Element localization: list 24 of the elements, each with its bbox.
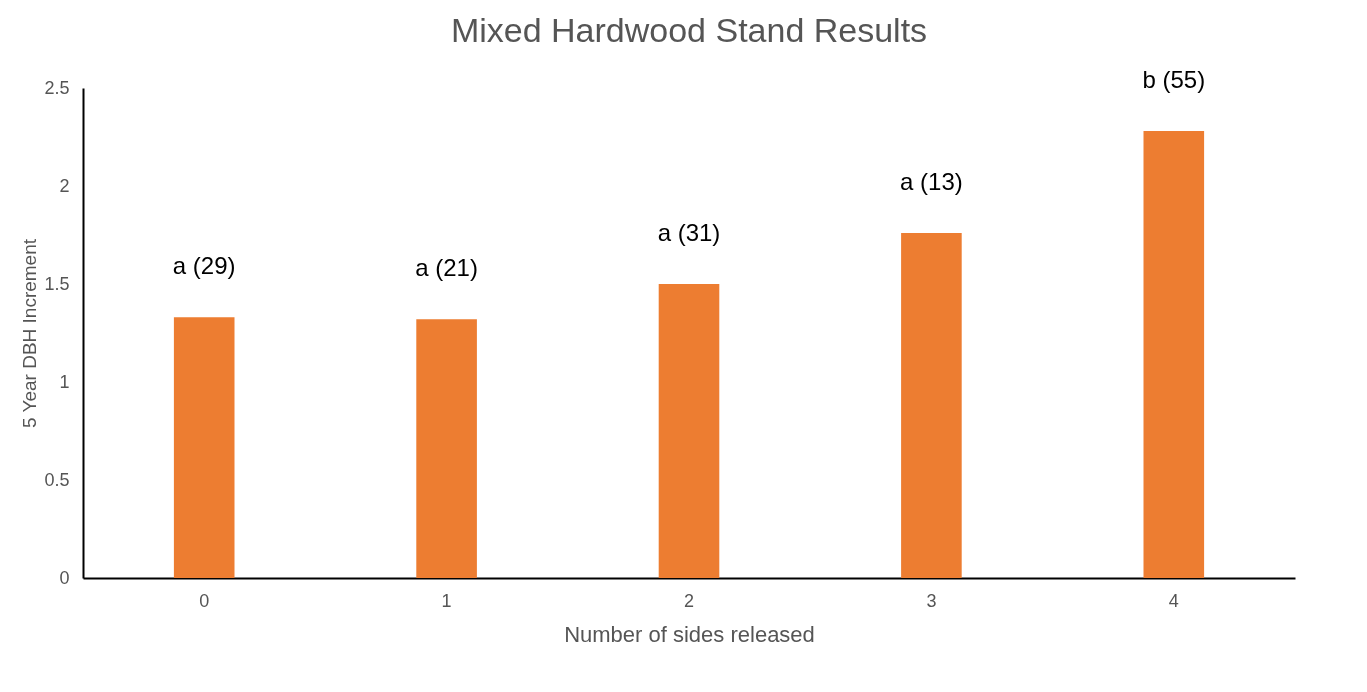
bar: [1143, 131, 1205, 578]
annotation: b (55): [1142, 66, 1206, 94]
chart-title: Mixed Hardwood Stand Results: [450, 11, 928, 50]
x-tick-label: 3: [926, 590, 937, 611]
annotation: a (31): [657, 219, 721, 246]
x-tick-label: 1: [441, 590, 452, 611]
y-tick-label: 2: [59, 175, 70, 196]
x-axis-title: Number of sides released: [564, 621, 815, 647]
x-tick-label: 2: [683, 590, 695, 611]
annotation: a (13): [900, 168, 963, 196]
bar: [173, 317, 235, 578]
y-axis-title: 5 Year DBH Increment: [19, 238, 41, 429]
y-tick-label: 2.5: [44, 77, 70, 98]
y-tick-label: 1.5: [44, 273, 70, 294]
x-tick-label: 4: [1168, 590, 1179, 611]
y-tick-label: 0.5: [44, 469, 70, 490]
annotation: a (21): [415, 254, 478, 282]
y-tick-label: 0: [59, 567, 70, 588]
x-tick-label: 0: [199, 590, 210, 611]
bar: [416, 319, 477, 578]
y-tick-label: 1: [59, 371, 70, 392]
annotation: a (29): [172, 252, 236, 280]
bar: [658, 284, 720, 578]
bar: [901, 233, 962, 578]
